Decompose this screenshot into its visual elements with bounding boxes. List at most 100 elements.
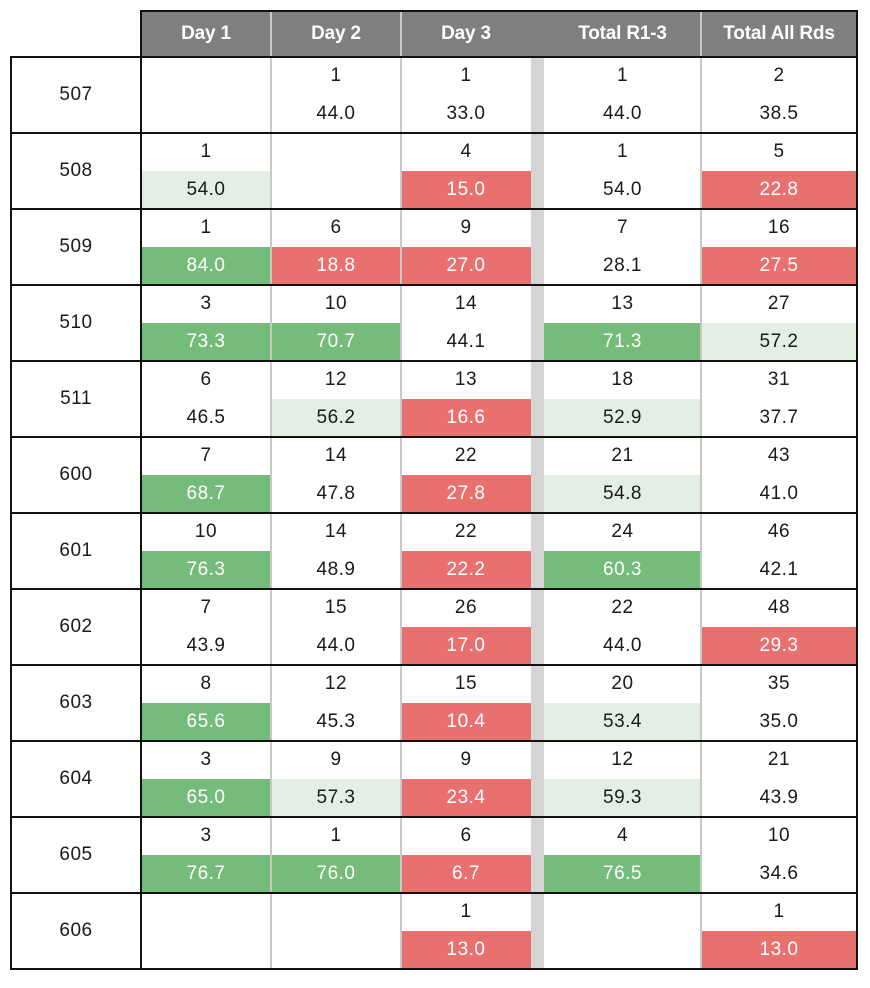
- cell-score: 70.7: [271, 323, 401, 361]
- cell-score: 68.7: [141, 475, 271, 513]
- cell-score: 76.5: [544, 855, 701, 893]
- cell-count: 15: [324, 597, 348, 618]
- column-header: Total R1-3: [578, 23, 667, 44]
- header-border: [141, 10, 857, 12]
- cell-score: 43.9: [186, 635, 226, 656]
- cell-score: 22.2: [401, 551, 531, 589]
- header-divider: [700, 11, 702, 57]
- frame-label-right: [140, 10, 142, 970]
- cell-score: [271, 931, 401, 969]
- cell-count: 10: [767, 825, 791, 846]
- cell-score: 17.0: [401, 627, 531, 665]
- row-label: 604: [59, 768, 93, 789]
- cell-score: 54.8: [544, 475, 701, 513]
- cell-score: 34.6: [759, 863, 799, 884]
- cell-score: 73.3: [141, 323, 271, 361]
- row-border: [11, 360, 857, 362]
- cell-score: 54.0: [141, 171, 271, 209]
- cell-count: 2: [773, 65, 785, 86]
- row-label: 606: [59, 920, 93, 941]
- column-header: Day 1: [181, 23, 231, 44]
- cell-score: 6.7: [401, 855, 531, 893]
- row-border: [11, 436, 857, 438]
- cell-score: 71.3: [544, 323, 701, 361]
- cell-count: 18: [611, 369, 634, 390]
- cell-score: 44.1: [446, 331, 486, 352]
- cell-count: 12: [611, 749, 634, 770]
- cell-count: 9: [460, 217, 472, 238]
- cell-count: 4: [460, 141, 472, 162]
- cell-score: [544, 931, 701, 969]
- cell-count: [544, 893, 701, 931]
- cell-count: 3: [200, 825, 212, 846]
- cell-score: 76.3: [141, 551, 271, 589]
- row-label: 602: [59, 616, 93, 637]
- cell-score: 10.4: [401, 703, 531, 741]
- cell-count: 1: [616, 65, 629, 86]
- header-row: [141, 11, 857, 57]
- cell-count: 13: [454, 369, 478, 390]
- cell-score: [141, 931, 271, 969]
- cell-count: 7: [616, 217, 629, 238]
- row-border: [11, 968, 857, 970]
- cell-score: 52.9: [544, 399, 701, 437]
- cell-count: 26: [454, 597, 478, 618]
- row-border: [11, 740, 857, 742]
- cell-count: 3: [200, 293, 212, 314]
- cell-score: 35.0: [759, 711, 799, 732]
- row-border: [11, 664, 857, 666]
- cell-count: 27: [767, 293, 791, 314]
- cell-score: 44.0: [316, 635, 356, 656]
- cell-score: 48.9: [316, 559, 356, 580]
- cell-count: 4: [616, 825, 629, 846]
- header-divider: [270, 11, 272, 57]
- column-header: Total All Rds: [723, 23, 835, 44]
- cell-count: 14: [324, 521, 348, 542]
- header-divider: [400, 11, 402, 57]
- cell-count: 20: [611, 673, 634, 694]
- cell-count: 21: [611, 445, 634, 466]
- cell-count: 8: [200, 673, 212, 694]
- cell-score: 33.0: [446, 103, 486, 124]
- row-border: [11, 208, 857, 210]
- cell-score: 41.0: [759, 483, 799, 504]
- cell-count: 6: [200, 369, 212, 390]
- cell-count: 22: [454, 445, 478, 466]
- cell-score: 43.9: [759, 787, 799, 808]
- row-label: 509: [59, 236, 93, 257]
- cell-count: 22: [454, 521, 478, 542]
- column-header: Day 3: [441, 23, 491, 44]
- cell-count: 1: [460, 65, 472, 86]
- row-border: [11, 132, 857, 134]
- row-label: 600: [59, 464, 93, 485]
- cell-score: 23.4: [401, 779, 531, 817]
- row-border: [11, 892, 857, 894]
- cell-count: 6: [330, 217, 342, 238]
- cell-score: 60.3: [544, 551, 701, 589]
- cell-score: 27.0: [401, 247, 531, 285]
- cell-count: 5: [773, 141, 785, 162]
- cell-count: 16: [767, 217, 791, 238]
- cell-score: 13.0: [401, 931, 531, 969]
- cell-count: 24: [611, 521, 634, 542]
- frame-right: [856, 10, 858, 970]
- cell-count: 48: [767, 597, 791, 618]
- row-label: 601: [59, 540, 93, 561]
- cell-count: 15: [454, 673, 478, 694]
- row-border: [11, 816, 857, 818]
- cell-count: [271, 133, 401, 171]
- row-label: 511: [60, 388, 92, 409]
- cell-count: [141, 893, 271, 931]
- cell-count: 22: [611, 597, 634, 618]
- cell-score: [271, 171, 401, 209]
- cell-count: 43: [767, 445, 791, 466]
- row-border: [11, 284, 857, 286]
- cell-count: 6: [460, 825, 472, 846]
- row-border: [11, 588, 857, 590]
- cell-score: 76.0: [271, 855, 401, 893]
- cell-count: 9: [460, 749, 472, 770]
- cell-score: 76.7: [141, 855, 271, 893]
- cell-score: 56.2: [271, 399, 401, 437]
- cell-count: 21: [767, 749, 791, 770]
